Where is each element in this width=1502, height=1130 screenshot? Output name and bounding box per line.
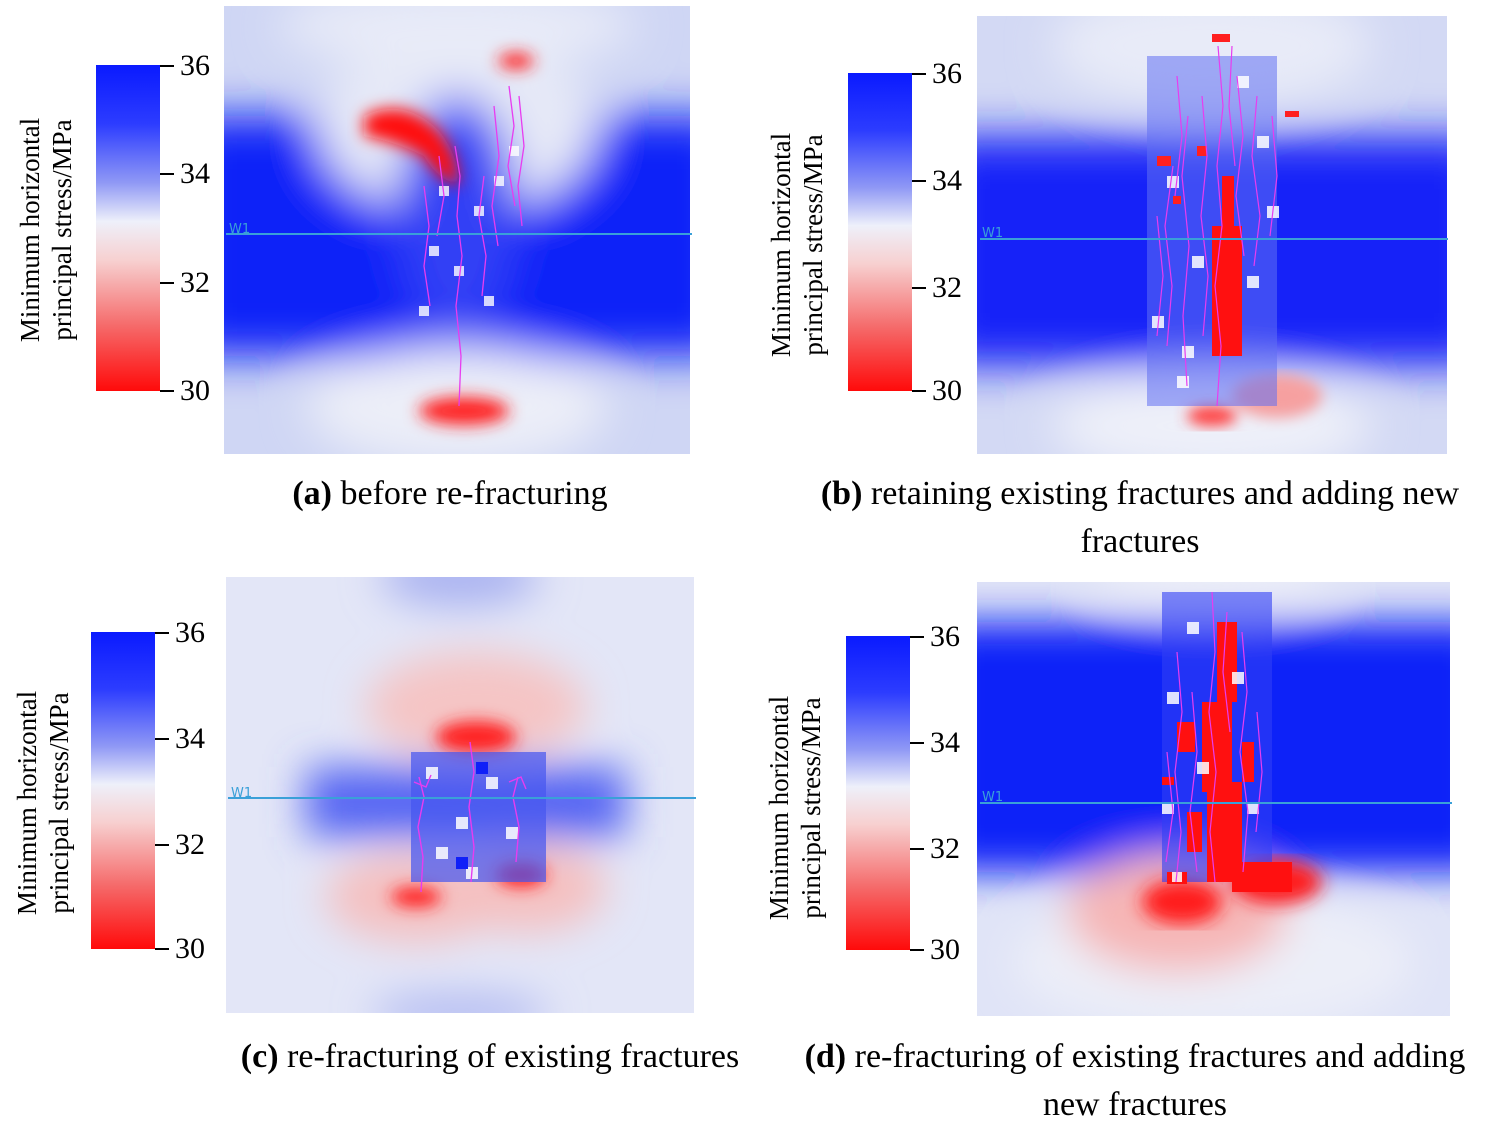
- tick-label-a-34: 34: [180, 157, 210, 190]
- tick-b-32: [912, 287, 926, 289]
- tick-label-d-32: 32: [930, 832, 960, 865]
- colorbar-b: [848, 73, 912, 391]
- colorbar-a: [96, 65, 160, 391]
- caption-c: (c) re-fracturing of existing fractures: [240, 1038, 740, 1075]
- tick-d-34: [910, 742, 924, 744]
- tick-c-32: [155, 844, 169, 846]
- tick-a-34: [160, 173, 174, 175]
- well-label-d: W1: [982, 790, 1004, 805]
- tick-label-d-36: 36: [930, 620, 960, 653]
- well-label-c: W1: [231, 786, 253, 801]
- colorbar-title-c: Minimum horizontal principal stress/MPa: [12, 690, 74, 916]
- tick-label-c-32: 32: [175, 828, 205, 861]
- tick-label-b-36: 36: [932, 57, 962, 90]
- well-line-a: [226, 233, 692, 235]
- well-line-d: [980, 802, 1452, 804]
- colorbar-d: [846, 636, 910, 950]
- tick-b-36: [912, 73, 926, 75]
- tick-label-a-36: 36: [180, 49, 210, 82]
- tick-label-a-30: 30: [180, 374, 210, 407]
- stress-map-b: [977, 16, 1447, 454]
- tick-label-d-34: 34: [930, 726, 960, 759]
- tick-label-c-36: 36: [175, 616, 205, 649]
- stress-map-c: [226, 577, 694, 1013]
- tick-b-30: [912, 390, 926, 392]
- tick-a-30: [160, 390, 174, 392]
- tick-c-36: [155, 632, 169, 634]
- well-label-a: W1: [229, 222, 251, 237]
- tick-label-d-30: 30: [930, 933, 960, 966]
- well-line-c: [228, 797, 696, 799]
- tick-c-30: [155, 948, 169, 950]
- stress-map-a: [224, 6, 690, 454]
- stress-map-d: [977, 582, 1450, 1016]
- tick-d-36: [910, 636, 924, 638]
- well-label-b: W1: [982, 226, 1004, 241]
- tick-label-c-30: 30: [175, 932, 205, 965]
- colorbar-title-a: Minimum horizontal principal stress/MPa: [15, 117, 77, 343]
- tick-a-32: [160, 282, 174, 284]
- tick-a-36: [160, 65, 174, 67]
- caption-a: (a) before re-fracturing: [292, 475, 608, 512]
- colorbar-c: [91, 632, 155, 949]
- tick-label-b-30: 30: [932, 374, 962, 407]
- tick-c-34: [155, 738, 169, 740]
- tick-label-c-34: 34: [175, 722, 205, 755]
- colorbar-title-b: Minimum horizontal principal stress/MPa: [766, 132, 828, 358]
- well-line-b: [980, 238, 1448, 240]
- tick-label-a-32: 32: [180, 266, 210, 299]
- caption-d: (d) re-fracturing of existing fractures …: [804, 1038, 1466, 1123]
- tick-d-30: [910, 949, 924, 951]
- tick-d-32: [910, 848, 924, 850]
- caption-b: (b) retaining existing fractures and add…: [820, 475, 1460, 560]
- colorbar-title-d: Minimum horizontal principal stress/MPa: [764, 695, 826, 921]
- tick-b-34: [912, 180, 926, 182]
- tick-label-b-32: 32: [932, 271, 962, 304]
- tick-label-b-34: 34: [932, 164, 962, 197]
